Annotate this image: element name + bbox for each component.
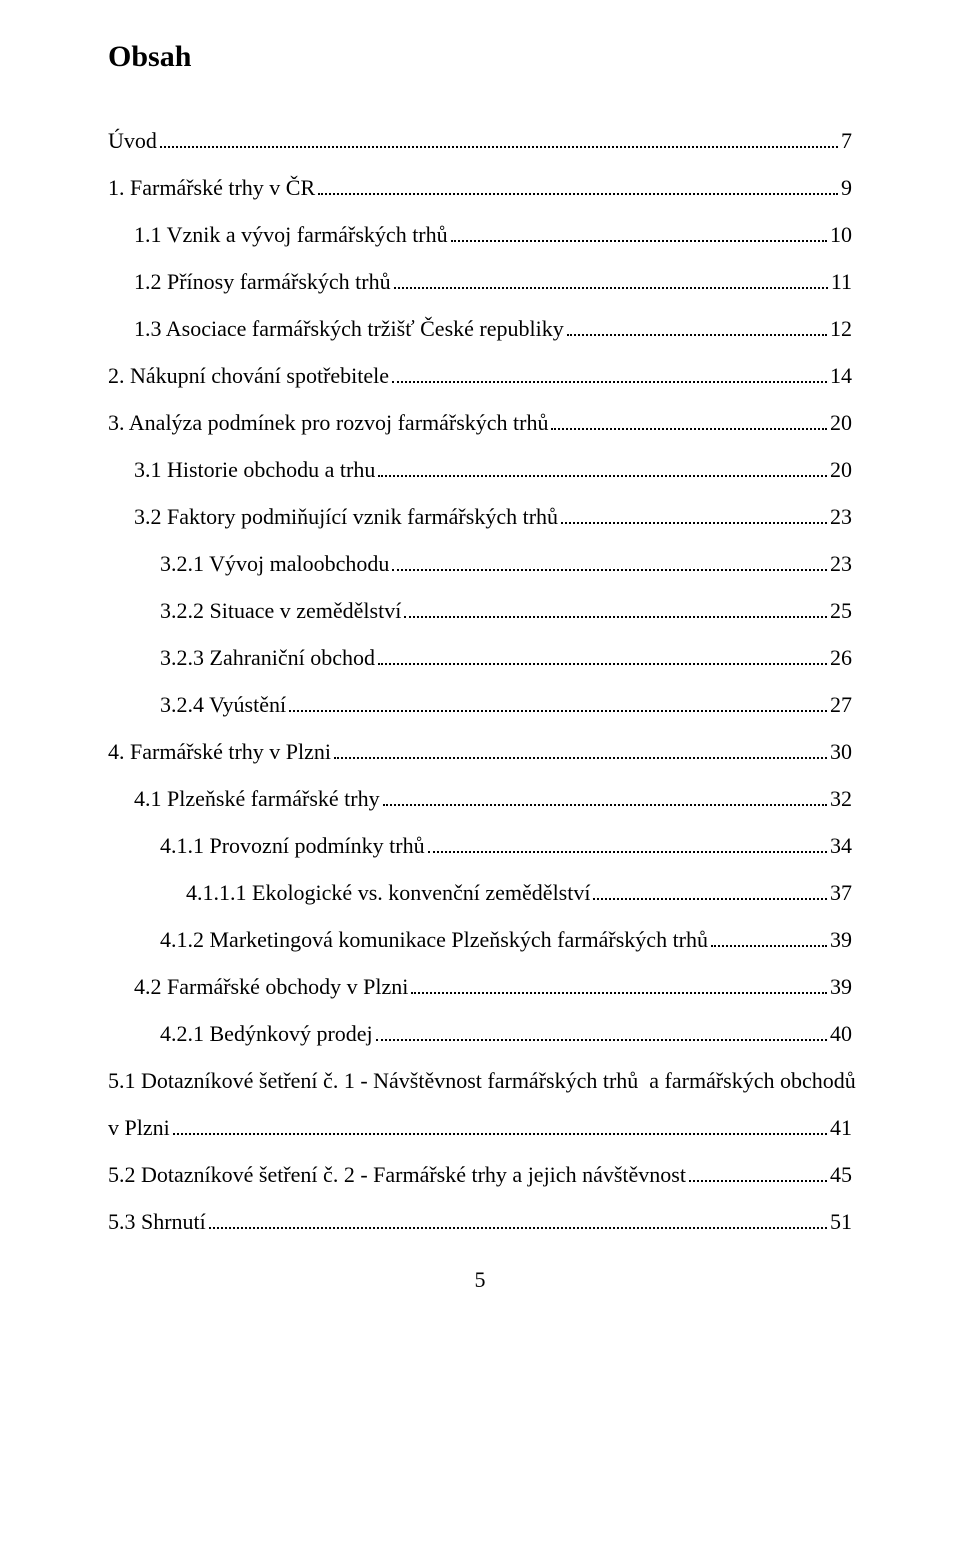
toc-entry-label: 3.2.4 Vyústění — [160, 694, 286, 716]
toc-leader-dots — [711, 945, 827, 947]
toc-entry-page: 12 — [830, 318, 852, 340]
toc-entry: 3. Analýza podmínek pro rozvoj farmářský… — [108, 412, 852, 434]
toc-entry-page: 27 — [830, 694, 852, 716]
toc-entry: Úvod 7 — [108, 130, 852, 152]
toc-entry: 5.2 Dotazníkové šetření č. 2 - Farmářské… — [108, 1164, 852, 1186]
toc-entry: 2. Nákupní chování spotřebitele 14 — [108, 365, 852, 387]
toc-entry-page: 41 — [830, 1117, 852, 1139]
toc-entry: 1. Farmářské trhy v ČR 9 — [108, 177, 852, 199]
toc-entry-page: 37 — [830, 882, 852, 904]
toc-entry-page: 40 — [830, 1023, 852, 1045]
toc-leader-dots — [428, 851, 827, 853]
toc-entry-page: 51 — [830, 1211, 852, 1233]
table-of-contents: Úvod 7 1. Farmářské trhy v ČR 9 1.1 Vznik … — [108, 130, 852, 1233]
toc-entry-label-cont: v Plzni — [108, 1117, 170, 1139]
toc-entry: 5.3 Shrnutí 51 — [108, 1211, 852, 1233]
toc-leader-dots — [404, 616, 827, 618]
toc-leader-dots — [173, 1133, 827, 1135]
toc-leader-dots — [689, 1180, 827, 1182]
toc-entry-page: 10 — [830, 224, 852, 246]
toc-entry-label: 1.2 Přínosy farmářských trhů — [134, 271, 391, 293]
toc-entry-page: 30 — [830, 741, 852, 763]
toc-entry: 4. Farmářské trhy v Plzni 30 — [108, 741, 852, 763]
toc-entry-label: 3.1 Historie obchodu a trhu — [134, 459, 375, 481]
toc-entry-continuation: v Plzni 41 — [108, 1117, 852, 1139]
toc-entry-page: 20 — [830, 412, 852, 434]
toc-entry: 4.2 Farmářské obchody v Plzni 39 — [108, 976, 852, 998]
toc-entry-label: 3.2.3 Zahraniční obchod — [160, 647, 375, 669]
toc-leader-dots — [378, 475, 827, 477]
toc-entry: 5.1 Dotazníkové šetření č. 1 - Návštěvno… — [108, 1070, 852, 1139]
toc-entry-page: 25 — [830, 600, 852, 622]
toc-entry: 3.2.1 Vývoj maloobchodu 23 — [108, 553, 852, 575]
toc-entry-label: 1.1 Vznik a vývoj farmářských trhů — [134, 224, 448, 246]
toc-entry-label: Úvod — [108, 130, 157, 152]
toc-entry-page: 23 — [830, 553, 852, 575]
toc-entry-page: 20 — [830, 459, 852, 481]
toc-leader-dots — [451, 240, 827, 242]
toc-leader-dots — [376, 1039, 827, 1041]
toc-entry: 1.2 Přínosy farmářských trhů 11 — [108, 271, 852, 293]
toc-entry-page: 39 — [830, 976, 852, 998]
toc-entry-page: 34 — [830, 835, 852, 857]
toc-leader-dots — [392, 381, 827, 383]
toc-entry-label: 4.1.1 Provozní podmínky trhů — [160, 835, 425, 857]
toc-entry-page: 14 — [830, 365, 852, 387]
toc-leader-dots — [209, 1227, 827, 1229]
toc-entry-label: 3.2.1 Vývoj maloobchodu — [160, 553, 389, 575]
heading-obsah: Obsah — [108, 40, 852, 74]
toc-leader-dots — [378, 663, 827, 665]
document-page: Obsah Úvod 7 1. Farmářské trhy v ČR 9 1.1 … — [0, 0, 960, 1333]
toc-entry: 4.1.1.1 Ekologické vs. konvenční zeměděl… — [108, 882, 852, 904]
toc-entry-label: 2. Nákupní chování spotřebitele — [108, 365, 389, 387]
toc-entry: 3.1 Historie obchodu a trhu 20 — [108, 459, 852, 481]
toc-entry-page: 45 — [830, 1164, 852, 1186]
toc-entry-label: 1. Farmářské trhy v ČR — [108, 177, 315, 199]
toc-leader-dots — [411, 992, 827, 994]
toc-leader-dots — [160, 146, 838, 148]
toc-entry-label: 4. Farmářské trhy v Plzni — [108, 741, 331, 763]
toc-entry-label: 4.1.1.1 Ekologické vs. konvenční zeměděl… — [186, 882, 590, 904]
toc-leader-dots — [383, 804, 827, 806]
toc-entry-label: 5.1 Dotazníkové šetření č. 1 - Návštěvno… — [108, 1070, 856, 1092]
toc-entry-label: 1.3 Asociace farmářských tržišť České re… — [134, 318, 564, 340]
toc-entry: 3.2.4 Vyústění 27 — [108, 694, 852, 716]
toc-entry: 4.2.1 Bedýnkový prodej 40 — [108, 1023, 852, 1045]
toc-entry-label: 4.2 Farmářské obchody v Plzni — [134, 976, 408, 998]
toc-entry-page: 32 — [830, 788, 852, 810]
toc-leader-dots — [593, 898, 827, 900]
toc-entry-label: 5.2 Dotazníkové šetření č. 2 - Farmářské… — [108, 1164, 686, 1186]
toc-leader-dots — [394, 287, 828, 289]
toc-entry: 1.3 Asociace farmářských tržišť České re… — [108, 318, 852, 340]
toc-leader-dots — [561, 522, 827, 524]
toc-entry-page: 26 — [830, 647, 852, 669]
toc-entry: 3.2 Faktory podmiňující vznik farmářskýc… — [108, 506, 852, 528]
toc-entry: 3.2.3 Zahraniční obchod 26 — [108, 647, 852, 669]
toc-entry-label: 3. Analýza podmínek pro rozvoj farmářský… — [108, 412, 548, 434]
toc-leader-dots — [318, 193, 838, 195]
toc-entry-page: 39 — [830, 929, 852, 951]
toc-leader-dots — [289, 710, 827, 712]
toc-entry: 4.1 Plzeňské farmářské trhy 32 — [108, 788, 852, 810]
toc-leader-dots — [334, 757, 827, 759]
toc-entry-label: 3.2.2 Situace v zemědělství — [160, 600, 401, 622]
toc-entry: 1.1 Vznik a vývoj farmářských trhů 10 — [108, 224, 852, 246]
toc-entry-page: 11 — [831, 271, 852, 293]
toc-entry: 4.1.1 Provozní podmínky trhů 34 — [108, 835, 852, 857]
toc-entry-label: 3.2 Faktory podmiňující vznik farmářskýc… — [134, 506, 558, 528]
toc-leader-dots — [551, 428, 827, 430]
toc-entry-label: 4.1.2 Marketingová komunikace Plzeňských… — [160, 929, 708, 951]
page-number: 5 — [108, 1267, 852, 1293]
toc-entry-page: 9 — [841, 177, 852, 199]
toc-leader-dots — [567, 334, 827, 336]
toc-entry: 4.1.2 Marketingová komunikace Plzeňských… — [108, 929, 852, 951]
toc-entry: 3.2.2 Situace v zemědělství 25 — [108, 600, 852, 622]
toc-leader-dots — [392, 569, 827, 571]
toc-entry-label: 4.2.1 Bedýnkový prodej — [160, 1023, 373, 1045]
toc-entry-label: 5.3 Shrnutí — [108, 1211, 206, 1233]
toc-entry-page: 7 — [841, 130, 852, 152]
toc-entry-page: 23 — [830, 506, 852, 528]
toc-entry-label: 4.1 Plzeňské farmářské trhy — [134, 788, 380, 810]
